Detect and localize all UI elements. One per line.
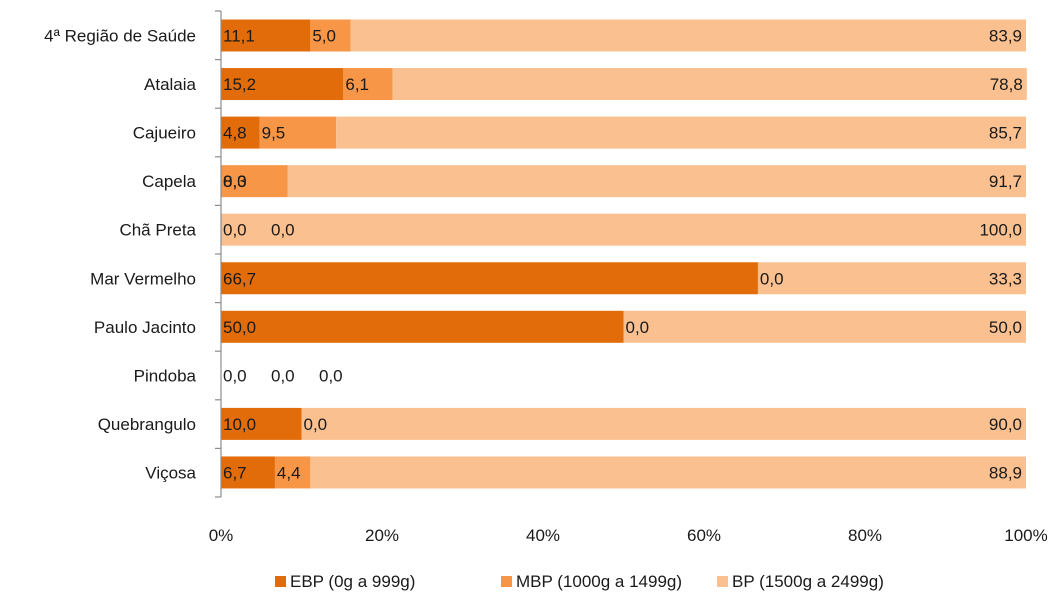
plot-area	[221, 19, 1027, 489]
data-label-paulo-jacinto-s3: 50,0	[989, 318, 1022, 337]
data-label-cajueiro-s1: 4,8	[223, 124, 247, 143]
bar-segment-4-regiao-de-saude-s3	[350, 19, 1027, 52]
bar-segment-quebrangulo-s3	[301, 407, 1026, 440]
bar-segment-mar-vermelho-s3	[757, 262, 1026, 295]
data-label-cajueiro-s3: 85,7	[989, 124, 1022, 143]
data-label-quebrangulo-s2: 0,0	[304, 415, 328, 434]
bar-segment-mar-vermelho-s1	[221, 262, 758, 295]
data-label-capela-s2: 8,3	[223, 172, 247, 191]
bar-segment-vicosa-s1	[221, 456, 275, 489]
category-label-4-regiao-de-saude: 4ª Região de Saúde	[44, 27, 196, 46]
category-label-quebrangulo: Quebrangulo	[98, 415, 196, 434]
x-tick-label: 80%	[848, 526, 882, 545]
data-label-pindoba-s1: 0,0	[223, 366, 247, 385]
data-label-4-regiao-de-saude-s2: 5,0	[312, 27, 336, 46]
data-label-pindoba-s3: 0,0	[319, 366, 343, 385]
bar-segment-paulo-jacinto-s3	[623, 310, 1026, 343]
bar-segment-atalaia-s2	[343, 68, 393, 101]
data-label-quebrangulo-s1: 10,0	[223, 415, 256, 434]
bar-segment-cajueiro-s2	[259, 116, 337, 149]
data-label-quebrangulo-s3: 90,0	[989, 415, 1022, 434]
bar-segment-quebrangulo-s1	[221, 407, 302, 440]
data-label-4-regiao-de-saude-s3: 83,9	[989, 27, 1022, 46]
data-label-4-regiao-de-saude-s1: 11,1	[223, 27, 255, 46]
x-tick-label: 40%	[526, 526, 560, 545]
category-label-mar-vermelho: Mar Vermelho	[90, 269, 196, 288]
bar-segment-4-regiao-de-saude-s2	[310, 19, 351, 52]
legend-swatch-s1	[275, 576, 286, 587]
data-label-capela-s1: 0,0	[223, 172, 247, 191]
legend-label-s3: BP (1500g a 2499g)	[732, 572, 884, 591]
bar-segment-vicosa-s3	[310, 456, 1027, 489]
data-label-atalaia-s2: 6,1	[345, 75, 369, 94]
legend-swatch-s2	[501, 576, 512, 587]
category-label-pindoba: Pindoba	[134, 366, 197, 385]
data-label-paulo-jacinto-s2: 0,0	[626, 318, 650, 337]
data-label-pindoba-s2: 0,0	[271, 366, 295, 385]
data-label-cajueiro-s2: 9,5	[262, 124, 286, 143]
x-tick-label: 0%	[209, 526, 234, 545]
bar-segment-atalaia-s1	[221, 68, 344, 101]
data-label-cha-preta-s2: 0,0	[271, 221, 295, 240]
data-label-cha-preta-s1: 0,0	[223, 221, 247, 240]
x-axis: 0% 20% 40% 60% 80% 100%	[209, 526, 1048, 545]
data-label-mar-vermelho-s2: 0,0	[760, 269, 784, 288]
bar-segment-capela-s2	[221, 165, 288, 198]
category-label-paulo-jacinto: Paulo Jacinto	[94, 318, 196, 337]
category-label-atalaia: Atalaia	[144, 75, 197, 94]
legend-label-s2: MBP (1000g a 1499g)	[516, 572, 682, 591]
data-label-capela-s3: 91,7	[989, 172, 1022, 191]
legend: EBP (0g a 999g) MBP (1000g a 1499g) BP (15…	[275, 572, 884, 591]
data-label-vicosa-s2: 4,4	[277, 463, 301, 482]
data-label-atalaia-s3: 78,8	[990, 75, 1023, 94]
category-label-vicosa: Viçosa	[145, 463, 196, 482]
data-label-cha-preta-s3: 100,0	[979, 221, 1022, 240]
bar-segment-atalaia-s3	[392, 68, 1027, 101]
category-label-capela: Capela	[142, 172, 196, 191]
y-axis: 4ª Região de Saúde Atalaia Cajueiro Capela C…	[44, 10, 222, 498]
bar-segment-vicosa-s2	[274, 456, 311, 489]
x-tick-label: 60%	[687, 526, 721, 545]
bar-segment-cajueiro-s1	[221, 116, 260, 149]
data-label-mar-vermelho-s3: 33,3	[989, 269, 1022, 288]
data-label-mar-vermelho-s1: 66,7	[223, 269, 256, 288]
legend-swatch-s3	[717, 576, 728, 587]
x-tick-label: 20%	[365, 526, 399, 545]
category-label-cajueiro: Cajueiro	[133, 124, 196, 143]
bar-segment-cajueiro-s3	[336, 116, 1026, 149]
data-label-vicosa-s3: 88,9	[989, 463, 1022, 482]
category-label-cha-preta: Chã Preta	[119, 221, 196, 240]
data-label-vicosa-s1: 6,7	[223, 463, 247, 482]
bar-segment-cha-preta-s3	[221, 213, 1026, 246]
legend-label-s1: EBP (0g a 999g)	[290, 572, 415, 591]
x-tick-label: 100%	[1004, 526, 1047, 545]
bar-segment-paulo-jacinto-s1	[221, 310, 624, 343]
bar-segment-4-regiao-de-saude-s1	[221, 19, 311, 52]
bar-segment-capela-s3	[287, 165, 1026, 198]
data-label-atalaia-s1: 15,2	[223, 75, 256, 94]
data-label-paulo-jacinto-s1: 50,0	[223, 318, 256, 337]
bar-label-layer: 11,1 5,0 83,915,2 6,1 78,84,8 9,5 85,70,08,3 91…	[223, 27, 1023, 483]
